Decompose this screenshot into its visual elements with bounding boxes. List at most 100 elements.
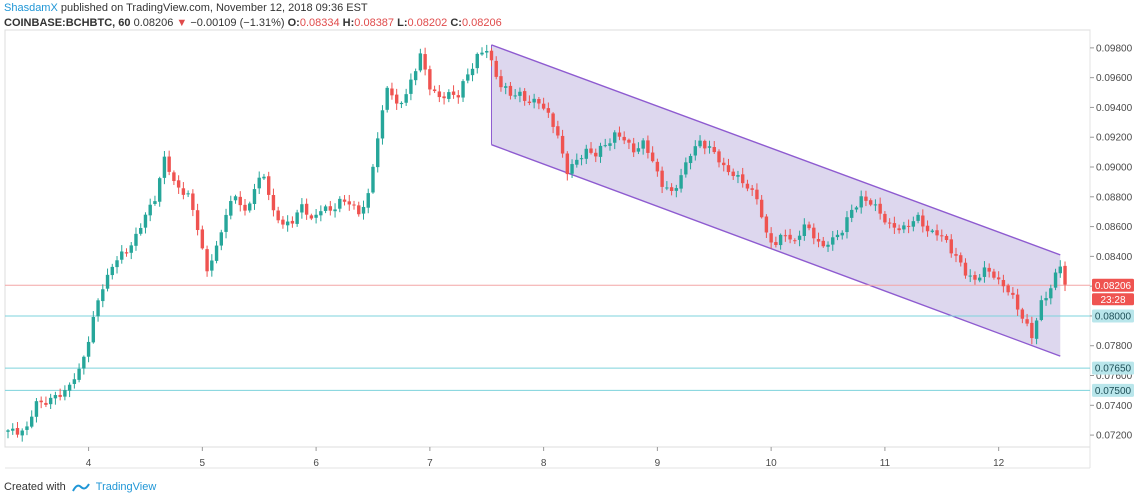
candle-body[interactable] bbox=[1001, 279, 1006, 287]
candle-body[interactable] bbox=[845, 217, 849, 233]
candle-body[interactable] bbox=[262, 176, 266, 179]
candle-body[interactable] bbox=[850, 209, 854, 218]
candle-body[interactable] bbox=[902, 225, 906, 230]
candle-body[interactable] bbox=[409, 79, 413, 94]
candle-body[interactable] bbox=[641, 140, 645, 149]
candle-body[interactable] bbox=[176, 180, 181, 188]
candle-body[interactable] bbox=[399, 102, 404, 105]
candle-body[interactable] bbox=[613, 132, 617, 143]
candle-body[interactable] bbox=[603, 145, 607, 147]
candle-body[interactable] bbox=[584, 148, 588, 159]
candle-body[interactable] bbox=[973, 275, 977, 280]
candle-body[interactable] bbox=[688, 155, 693, 164]
candle-body[interactable] bbox=[115, 260, 119, 268]
candle-body[interactable] bbox=[281, 219, 285, 225]
candle-body[interactable] bbox=[949, 239, 953, 254]
candle-body[interactable] bbox=[508, 85, 513, 96]
candle-body[interactable] bbox=[978, 277, 982, 281]
candle-body[interactable] bbox=[304, 203, 309, 215]
candle-body[interactable] bbox=[224, 214, 228, 232]
candle-body[interactable] bbox=[418, 53, 423, 71]
candle-body[interactable] bbox=[959, 255, 963, 263]
candle-body[interactable] bbox=[447, 92, 451, 99]
candle-body[interactable] bbox=[944, 235, 949, 241]
candle-body[interactable] bbox=[992, 271, 996, 278]
candle-body[interactable] bbox=[371, 166, 375, 193]
candle-body[interactable] bbox=[413, 71, 418, 81]
candle-body[interactable] bbox=[736, 175, 740, 177]
candle-body[interactable] bbox=[987, 267, 991, 272]
candle-body[interactable] bbox=[6, 430, 10, 432]
candle-body[interactable] bbox=[807, 224, 811, 229]
candle-body[interactable] bbox=[1011, 292, 1015, 295]
candle-body[interactable] bbox=[930, 230, 934, 232]
candle-body[interactable] bbox=[622, 136, 626, 141]
candle-body[interactable] bbox=[788, 234, 792, 240]
candle-body[interactable] bbox=[475, 53, 479, 69]
candle-body[interactable] bbox=[219, 232, 223, 246]
channel-upper-line[interactable] bbox=[491, 44, 1061, 256]
candle-body[interactable] bbox=[627, 139, 631, 143]
candle-body[interactable] bbox=[878, 203, 882, 214]
candle-body[interactable] bbox=[522, 91, 527, 101]
candle-body[interactable] bbox=[982, 267, 987, 277]
channel-lower-line[interactable] bbox=[491, 144, 1061, 357]
candle-body[interactable] bbox=[148, 204, 152, 216]
candle-body[interactable] bbox=[1006, 285, 1010, 293]
candle-body[interactable] bbox=[257, 177, 261, 189]
candle-body[interactable] bbox=[39, 400, 43, 403]
candle-body[interactable] bbox=[631, 143, 636, 153]
candle-body[interactable] bbox=[1039, 300, 1044, 320]
candle-body[interactable] bbox=[394, 94, 399, 104]
candle-body[interactable] bbox=[537, 99, 541, 104]
candle-body[interactable] bbox=[285, 221, 290, 226]
candle-body[interactable] bbox=[20, 430, 24, 436]
candle-body[interactable] bbox=[925, 225, 930, 232]
candle-body[interactable] bbox=[504, 86, 508, 88]
candle-body[interactable] bbox=[717, 151, 721, 163]
candle-body[interactable] bbox=[916, 214, 920, 221]
candle-body[interactable] bbox=[726, 165, 731, 173]
candle-body[interactable] bbox=[252, 189, 257, 204]
candle-body[interactable] bbox=[940, 235, 944, 237]
candle-body[interactable] bbox=[238, 196, 242, 206]
candle-body[interactable] bbox=[423, 54, 427, 70]
candle-body[interactable] bbox=[868, 200, 873, 205]
candle-body[interactable] bbox=[764, 216, 769, 233]
candle-body[interactable] bbox=[205, 249, 209, 272]
candle-body[interactable] bbox=[162, 156, 167, 178]
candle-body[interactable] bbox=[129, 245, 133, 253]
candle-body[interactable] bbox=[712, 147, 716, 153]
candle-body[interactable] bbox=[565, 153, 570, 175]
candle-body[interactable] bbox=[404, 94, 408, 103]
candle-body[interactable] bbox=[750, 188, 754, 190]
candle-body[interactable] bbox=[347, 201, 351, 205]
candle-body[interactable] bbox=[361, 206, 366, 214]
candle-body[interactable] bbox=[793, 240, 797, 242]
candle-body[interactable] bbox=[665, 187, 669, 189]
candle-body[interactable] bbox=[840, 232, 844, 236]
candle-body[interactable] bbox=[963, 262, 968, 276]
candle-body[interactable] bbox=[693, 146, 697, 156]
candle-body[interactable] bbox=[1058, 266, 1062, 274]
candle-body[interactable] bbox=[513, 95, 517, 97]
candle-body[interactable] bbox=[887, 222, 892, 224]
candle-body[interactable] bbox=[755, 189, 759, 200]
candle-body[interactable] bbox=[11, 428, 15, 431]
candle-body[interactable] bbox=[831, 237, 835, 245]
candle-body[interactable] bbox=[684, 162, 688, 175]
candle-body[interactable] bbox=[1025, 319, 1029, 324]
candle-body[interactable] bbox=[1053, 272, 1058, 288]
candle-body[interactable] bbox=[617, 132, 622, 137]
candle-body[interactable] bbox=[67, 384, 72, 391]
candle-body[interactable] bbox=[835, 234, 840, 238]
candle-body[interactable] bbox=[636, 148, 641, 152]
candle-body[interactable] bbox=[124, 252, 129, 254]
candle-body[interactable] bbox=[722, 162, 726, 166]
candle-body[interactable] bbox=[703, 140, 707, 149]
candle-body[interactable] bbox=[541, 103, 546, 109]
candle-body[interactable] bbox=[698, 140, 702, 147]
candle-body[interactable] bbox=[854, 207, 859, 210]
candle-body[interactable] bbox=[731, 171, 735, 177]
candle-body[interactable] bbox=[579, 158, 584, 160]
